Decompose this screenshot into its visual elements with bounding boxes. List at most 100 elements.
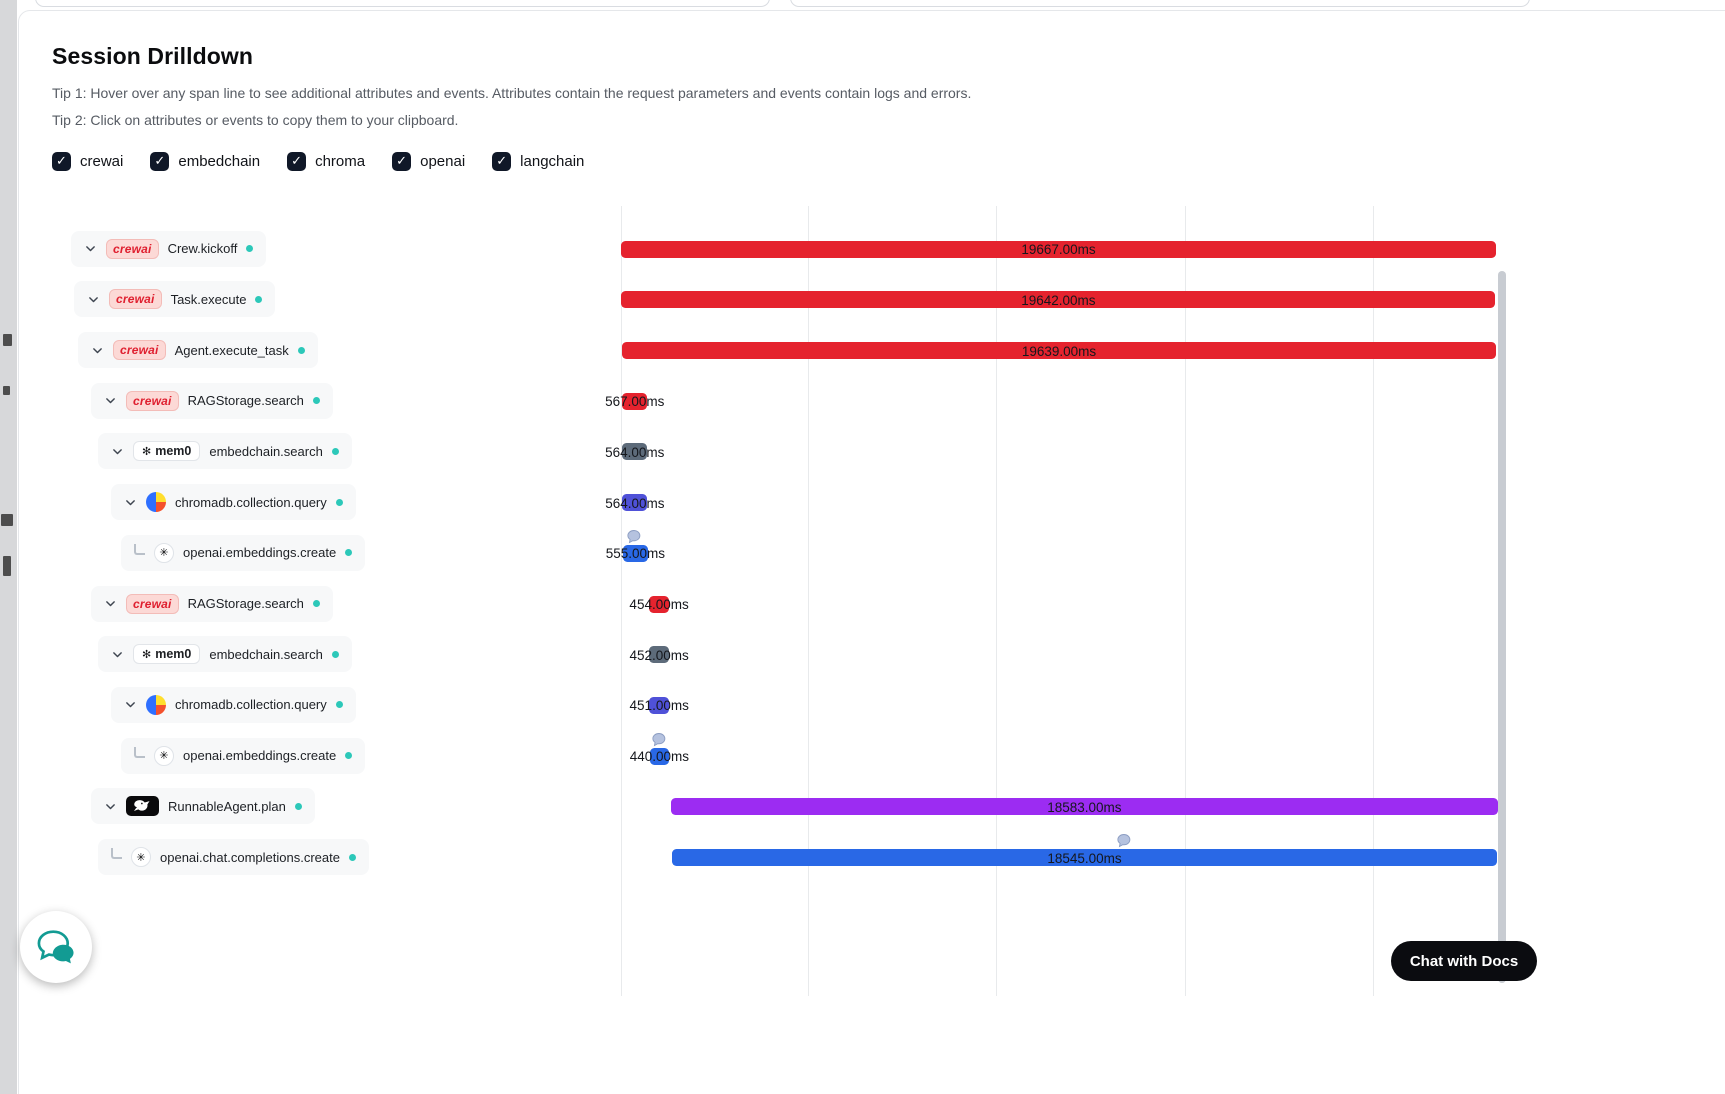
chevron-down-icon[interactable]	[91, 344, 104, 357]
span-bar[interactable]	[622, 342, 1496, 360]
chevron-down-icon[interactable]	[104, 597, 117, 610]
timeline-gridline	[621, 206, 622, 996]
span-bar[interactable]	[649, 646, 670, 664]
span-name: openai.embeddings.create	[183, 545, 337, 561]
filter-crewai[interactable]: ✓ crewai	[52, 152, 123, 171]
status-dot	[294, 802, 302, 810]
span-label[interactable]: ✻ mem0 embedchain.search	[98, 433, 352, 470]
chat-with-docs-button[interactable]: Chat with Docs	[1391, 941, 1537, 981]
span-row: crewai RAGStorage.search 454.00ms	[19, 579, 1531, 630]
checkbox-checked[interactable]: ✓	[492, 152, 512, 171]
chevron-down-icon[interactable]	[111, 648, 124, 661]
checkbox-checked[interactable]: ✓	[392, 152, 412, 171]
span-label[interactable]: crewai RAGStorage.search	[91, 382, 333, 419]
span-label[interactable]: crewai RAGStorage.search	[91, 585, 333, 622]
filter-label-crewai: crewai	[80, 153, 124, 170]
span-bar[interactable]	[671, 849, 1498, 867]
crewai-logo: crewai	[109, 289, 162, 310]
event-bubble-icon[interactable]	[626, 529, 641, 544]
tree-elbow-connector	[134, 543, 145, 555]
span-row: RunnableAgent.plan 18583.00ms	[19, 781, 1531, 832]
timeline-gridline	[996, 206, 997, 996]
status-dot	[331, 447, 339, 455]
tree-elbow-connector	[134, 746, 145, 758]
filter-label-embedchain: embedchain	[178, 153, 261, 170]
top-partial-card-left	[35, 0, 770, 7]
span-row: chromadb.collection.query 564.00ms	[19, 477, 1531, 528]
span-label[interactable]: ✳ openai.chat.completions.create	[98, 839, 369, 876]
filter-chroma[interactable]: ✓ chroma	[287, 152, 365, 171]
event-bubble-icon[interactable]	[1116, 833, 1131, 848]
filter-label-chroma: chroma	[315, 153, 366, 170]
filter-langchain[interactable]: ✓ langchain	[492, 152, 584, 171]
span-label[interactable]: crewai Agent.execute_task	[78, 332, 318, 369]
span-label[interactable]: crewai Crew.kickoff	[71, 230, 267, 267]
span-bar[interactable]	[622, 494, 648, 512]
span-bar[interactable]	[671, 798, 1498, 816]
span-bar[interactable]	[649, 696, 670, 714]
span-bar[interactable]	[621, 291, 1496, 309]
checkbox-checked[interactable]: ✓	[150, 152, 170, 171]
span-duration-label: 567.00ms	[605, 394, 665, 410]
top-partial-card-right	[790, 0, 1530, 7]
filter-openai[interactable]: ✓ openai	[392, 152, 465, 171]
span-label[interactable]: crewai Task.execute	[74, 281, 276, 318]
span-bar[interactable]	[648, 595, 670, 613]
span-bar[interactable]	[621, 240, 1496, 258]
tip-2: Tip 2: Click on attributes or events to …	[52, 112, 459, 128]
status-dot	[331, 650, 339, 658]
mem0-flower-icon: ✻	[142, 647, 152, 661]
sidebar-fragment	[3, 386, 10, 395]
chevron-down-icon[interactable]	[104, 800, 117, 813]
chevron-down-icon[interactable]	[124, 698, 137, 711]
event-bubble-icon[interactable]	[651, 732, 666, 747]
span-row: ✳ openai.chat.completions.create 18545.00m…	[19, 832, 1531, 883]
span-name: openai.embeddings.create	[183, 748, 337, 764]
chevron-down-icon[interactable]	[104, 394, 117, 407]
status-dot	[255, 295, 263, 303]
status-dot	[345, 549, 353, 557]
checkbox-checked[interactable]: ✓	[52, 152, 71, 171]
chat-widget-button[interactable]	[20, 911, 92, 983]
span-label[interactable]: RunnableAgent.plan	[91, 788, 315, 825]
openai-logo: ✳	[154, 745, 174, 766]
chevron-down-icon[interactable]	[111, 445, 124, 458]
status-dot	[297, 346, 305, 354]
span-bar[interactable]	[649, 747, 670, 765]
span-label[interactable]: ✳ openai.embeddings.create	[121, 534, 366, 571]
span-bar[interactable]	[622, 443, 648, 461]
chevron-down-icon[interactable]	[87, 293, 100, 306]
span-name: Crew.kickoff	[167, 241, 238, 257]
span-row: ✻ mem0 embedchain.search 452.00ms	[19, 629, 1531, 680]
openai-logo: ✳	[154, 542, 174, 563]
span-bar[interactable]	[622, 392, 648, 410]
span-name: Task.execute	[170, 291, 247, 307]
checkbox-checked[interactable]: ✓	[287, 152, 307, 171]
page-title: Session Drilldown	[52, 43, 254, 69]
span-row: ✳ openai.embeddings.create 555.00ms	[19, 528, 1531, 579]
span-name: Agent.execute_task	[174, 342, 289, 358]
scrollbar-thumb[interactable]	[1498, 271, 1506, 983]
span-bar[interactable]	[623, 544, 648, 562]
span-duration-label: 555.00ms	[605, 546, 665, 562]
span-name: RAGStorage.search	[187, 393, 304, 409]
status-dot	[345, 752, 353, 760]
tree-elbow-connector	[111, 848, 122, 860]
span-name: chromadb.collection.query	[175, 697, 327, 713]
span-label[interactable]: chromadb.collection.query	[111, 484, 356, 521]
timeline-gridline	[808, 206, 809, 996]
span-duration-label: 18583.00ms	[1047, 799, 1122, 815]
status-dot	[312, 600, 320, 608]
chevron-down-icon[interactable]	[124, 496, 137, 509]
span-duration-label: 564.00ms	[605, 495, 665, 511]
filter-embedchain[interactable]: ✓ embedchain	[150, 152, 260, 171]
check-icon: ✓	[291, 154, 303, 169]
span-duration-label: 452.00ms	[629, 647, 689, 663]
span-label[interactable]: ✳ openai.embeddings.create	[121, 737, 366, 774]
crewai-logo: crewai	[126, 390, 179, 411]
chevron-down-icon[interactable]	[84, 242, 97, 255]
span-label[interactable]: chromadb.collection.query	[111, 686, 356, 723]
span-label[interactable]: ✻ mem0 embedchain.search	[98, 636, 352, 673]
filter-label-langchain: langchain	[520, 153, 585, 170]
span-name: RAGStorage.search	[187, 596, 304, 612]
